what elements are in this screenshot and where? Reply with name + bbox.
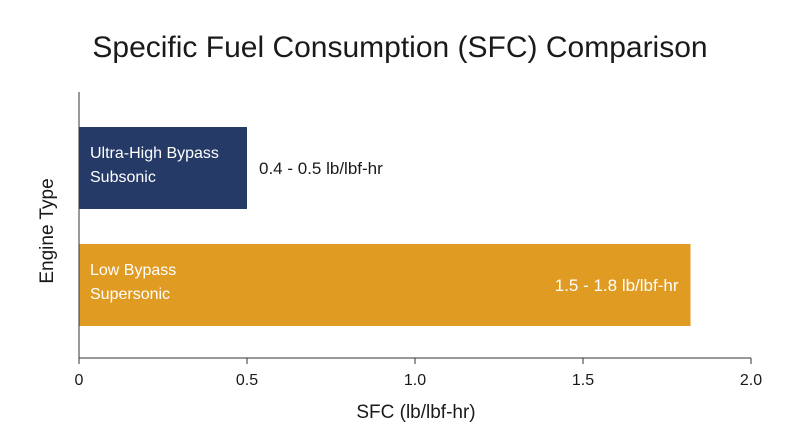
- x-tick-label: 1.5: [572, 372, 594, 389]
- bar-1: [79, 127, 247, 209]
- bar-1-category-line-2: Subsonic: [90, 169, 156, 186]
- bars-layer: Ultra-High Bypass Subsonic 0.4 - 0.5 lb/lb…: [79, 127, 691, 326]
- bar-2-category-line-2: Supersonic: [90, 286, 170, 303]
- axes-layer: [78, 92, 752, 364]
- x-tick-label: 1.0: [404, 372, 426, 389]
- bar-2-value-label: 1.5 - 1.8 lb/lbf-hr: [555, 276, 679, 295]
- x-axis-label: SFC (lb/lbf-hr): [356, 402, 475, 423]
- bar-1-category-line-1: Ultra-High Bypass: [90, 145, 219, 162]
- x-tick-label: 0.5: [236, 372, 258, 389]
- x-tick-label: 0: [75, 372, 84, 389]
- bar-2: [79, 244, 691, 326]
- y-axis-label: Engine Type: [37, 178, 58, 283]
- x-tick-label: 2.0: [740, 372, 762, 389]
- bar-1-value-label: 0.4 - 0.5 lb/lbf-hr: [259, 159, 383, 178]
- bar-2-category-line-1: Low Bypass: [90, 262, 176, 279]
- chart-title: Specific Fuel Consumption (SFC) Comparis…: [92, 31, 707, 64]
- x-tick-labels: 0 0.5 1.0 1.5 2.0: [75, 372, 763, 389]
